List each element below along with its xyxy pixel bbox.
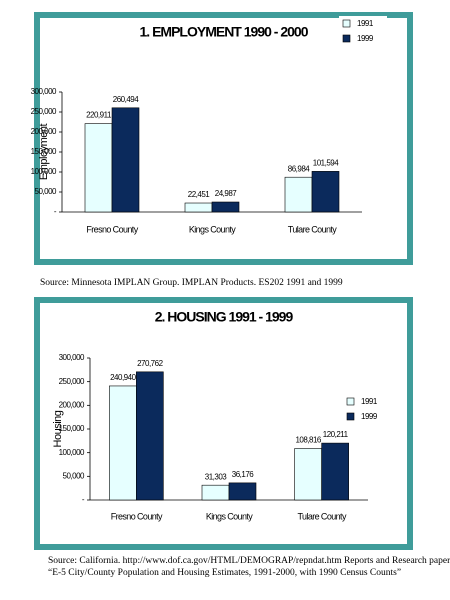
bar: [211, 201, 240, 213]
bar: [136, 371, 164, 501]
bar: [284, 176, 313, 213]
bar: [111, 107, 140, 213]
y-tick-label: 100,000: [31, 167, 57, 176]
y-axis-title: Employment: [38, 123, 50, 180]
y-tick-label: 50,000: [63, 471, 86, 480]
x-tick-label: Kings County: [189, 224, 236, 234]
chart-title: 2. HOUSING 1991 - 1999: [155, 309, 294, 325]
bar: [109, 385, 137, 501]
legend-swatch: [342, 19, 351, 28]
value-label: 36,176: [232, 470, 255, 479]
legend-swatch: [342, 34, 351, 43]
y-tick-label: -: [82, 495, 85, 504]
legend-swatch: [346, 412, 355, 421]
y-tick-label: 250,000: [31, 107, 57, 116]
y-tick-label: 200,000: [31, 127, 57, 136]
value-label: 108,816: [295, 436, 321, 445]
legend-swatch: [346, 397, 355, 406]
value-label: 22,451: [188, 190, 211, 199]
y-tick-label: 250,000: [59, 377, 85, 386]
y-tick-label: 200,000: [59, 400, 85, 409]
legend-label: 1991: [361, 397, 378, 406]
x-tick-label: Kings County: [206, 511, 253, 521]
value-label: 120,211: [323, 430, 349, 439]
bar: [201, 484, 230, 501]
value-label: 260,494: [113, 95, 139, 104]
legend-label: 1999: [361, 412, 378, 421]
value-label: 240,940: [110, 373, 136, 382]
value-label: 220,911: [86, 111, 112, 120]
chart: 2. HOUSING 1991 - 1999 Housing - 50,000 100,…: [34, 297, 450, 578]
value-label: 270,762: [137, 359, 163, 368]
value-label: 86,984: [288, 164, 311, 173]
chart: 1. EMPLOYMENT 1990 - 2000 Employment - 50,0…: [31, 12, 413, 288]
y-tick-label: -: [54, 207, 57, 216]
y-axis-title: Housing: [52, 410, 64, 447]
bar: [311, 171, 340, 213]
y-tick-label: 300,000: [59, 353, 85, 362]
y-tick-label: 100,000: [59, 448, 85, 457]
x-tick-label: Fresno County: [86, 224, 138, 234]
value-label: 31,303: [205, 472, 228, 481]
bar: [84, 123, 113, 213]
x-tick-label: Tulare County: [297, 511, 346, 521]
source-note: “E-5 City/County Population and Housing …: [48, 568, 401, 578]
value-label: 101,594: [313, 158, 339, 167]
y-tick-label: 150,000: [31, 147, 57, 156]
chart-title: 1. EMPLOYMENT 1990 - 2000: [140, 24, 309, 40]
bar: [228, 482, 257, 501]
x-tick-label: Fresno County: [111, 511, 163, 521]
y-tick-label: 300,000: [31, 87, 57, 96]
y-tick-label: 50,000: [35, 187, 58, 196]
source-note: Source: California. http://www.dof.ca.go…: [48, 555, 450, 566]
source-note: Source: Minnesota IMPLAN Group. IMPLAN P…: [40, 278, 343, 288]
legend-label: 1999: [357, 34, 374, 43]
bar: [184, 202, 213, 213]
bar: [321, 442, 349, 501]
bar: [294, 448, 322, 501]
x-tick-label: Tulare County: [288, 224, 337, 234]
y-tick-label: 150,000: [59, 424, 85, 433]
value-label: 24,987: [215, 189, 238, 198]
legend-label: 1991: [357, 19, 374, 28]
